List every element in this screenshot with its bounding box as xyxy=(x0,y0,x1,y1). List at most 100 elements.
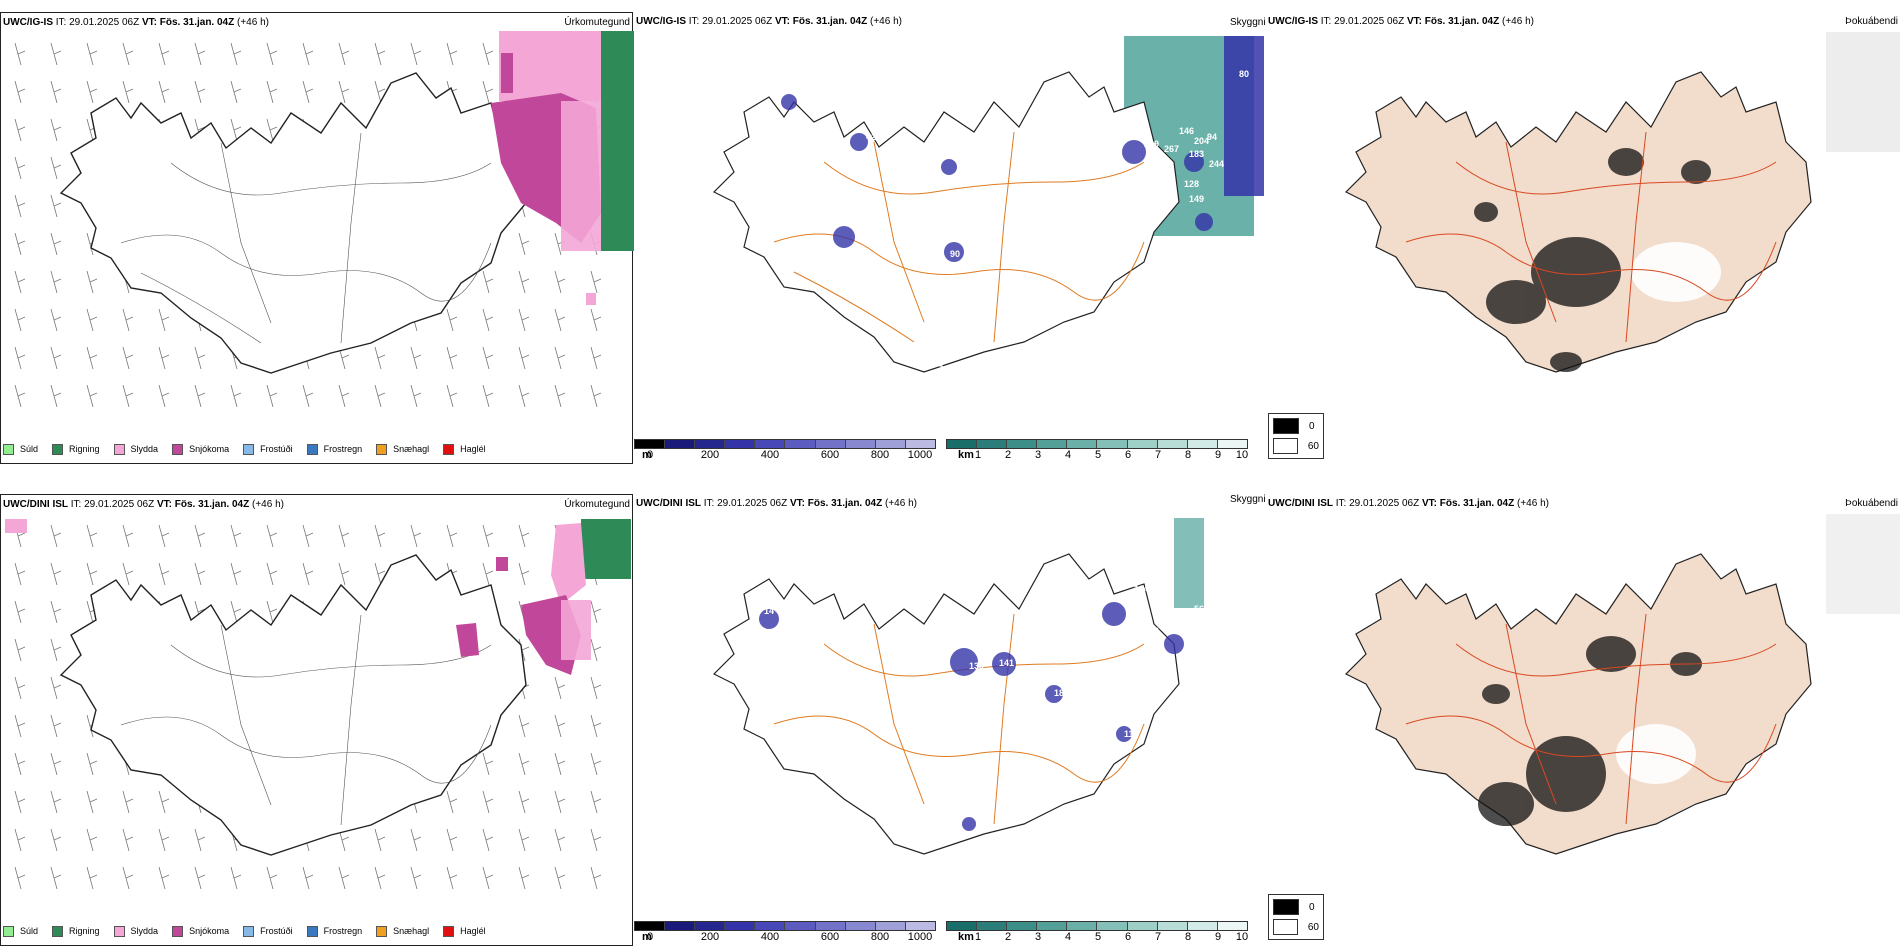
wind-barb xyxy=(302,524,314,548)
swatch xyxy=(3,443,14,455)
wind-barb xyxy=(14,714,26,738)
it-value: 29.01.2025 06Z xyxy=(702,16,773,27)
legend-item-frostudi: Frostúði xyxy=(243,925,293,937)
it-label: IT: xyxy=(688,16,700,27)
legend-item-frostudi: Frostúði xyxy=(243,443,293,455)
wind-barb xyxy=(482,562,494,586)
panel-title: Úrkomutegund xyxy=(564,17,630,28)
fog-index-blobs xyxy=(1474,148,1711,372)
visibility-panel-ig: UWC/IG-IS IT: 29.01.2025 06Z VT: Fös. 31… xyxy=(634,12,1266,464)
wind-barb xyxy=(266,562,278,586)
wind-barb xyxy=(14,80,26,104)
cloud-base-value: 12 xyxy=(784,169,794,179)
cloud-base-blobs xyxy=(781,94,1213,262)
wind-barb xyxy=(158,828,170,852)
road-network xyxy=(120,614,492,826)
cloud-base-value: 42 xyxy=(764,174,774,184)
cloud-base-value: 12 xyxy=(944,266,954,276)
wind-barb xyxy=(338,42,350,66)
wind-barb xyxy=(338,384,350,408)
cloud-base-value: 56 xyxy=(1194,604,1204,614)
wind-barb xyxy=(410,346,422,370)
it-label: IT: xyxy=(1335,498,1347,509)
wind-barb xyxy=(590,676,602,700)
cloud-base-value: 149 xyxy=(1189,194,1204,204)
cloud-base-value: 289 xyxy=(1144,139,1159,149)
vt-label: VT: xyxy=(141,17,157,28)
wind-barb xyxy=(374,42,386,66)
wind-barb xyxy=(302,866,314,890)
wind-barb xyxy=(230,562,242,586)
cloud-base-value: 250 xyxy=(1144,626,1159,636)
it-value: 29.01.2025 06Z xyxy=(717,498,788,509)
wind-barb xyxy=(50,156,62,180)
precip-areas xyxy=(491,31,634,305)
precip-type-legend: Súld Rigning Slydda Snjókoma Frostúði Fr… xyxy=(3,441,500,457)
cloud-base-value: 82 xyxy=(1164,604,1174,614)
swatch xyxy=(172,443,184,455)
visibility-colorbar: km 1 2 3 4 5 6 7 8 9 10 xyxy=(946,921,1248,943)
wind-barb xyxy=(518,828,530,852)
cloud-base-blobs xyxy=(759,602,1184,831)
wind-barb xyxy=(554,752,566,776)
model-name: UWC/DINI ISL xyxy=(1268,498,1333,509)
iceland-outline xyxy=(1344,71,1812,373)
swatch xyxy=(306,925,318,937)
visibility-map: 21 114 250 82 56 26 139 141 183 11 14 118 22 12 8 xyxy=(712,518,1204,855)
wind-barb xyxy=(14,308,26,332)
wind-barb xyxy=(122,42,134,66)
legend-item-sudd: Súld xyxy=(3,925,38,937)
wind-barb xyxy=(338,866,350,890)
wind-barb xyxy=(554,714,566,738)
wind-barb xyxy=(518,524,530,548)
wind-barb xyxy=(482,308,494,332)
panel-title: Skyggni xyxy=(1230,494,1266,505)
wind-barb xyxy=(50,752,62,776)
wind-barb xyxy=(482,828,494,852)
swatch xyxy=(113,443,125,455)
wind-barb xyxy=(518,752,530,776)
panel-title: Úrkomutegund xyxy=(564,499,630,510)
wind-barb xyxy=(482,270,494,294)
wind-barb xyxy=(14,156,26,180)
wind-barb xyxy=(14,676,26,700)
wind-barb xyxy=(446,308,458,332)
wind-barb xyxy=(14,828,26,852)
wind-barb xyxy=(446,790,458,814)
cloud-base-value: 90 xyxy=(950,249,960,259)
wind-barb xyxy=(194,42,206,66)
wind-barb xyxy=(302,42,314,66)
wind-barb xyxy=(266,866,278,890)
legend-item-snjokoma: Snjókoma xyxy=(172,443,229,455)
wind-barb xyxy=(50,384,62,408)
cloud-base-value: 26 xyxy=(1194,626,1204,636)
panel-header: UWC/IG-IS IT: 29.01.2025 06Z VT: Fös. 31… xyxy=(3,17,630,31)
wind-barb xyxy=(518,384,530,408)
cloud-base-bar xyxy=(634,921,936,931)
wind-barb xyxy=(122,790,134,814)
wind-barb xyxy=(410,384,422,408)
visibility-labels: km 1 2 3 4 5 6 7 8 9 10 xyxy=(958,449,1249,461)
wind-barb xyxy=(482,80,494,104)
wind-barb xyxy=(194,384,206,408)
wind-barb xyxy=(410,828,422,852)
wind-barb xyxy=(590,384,602,408)
wind-barb xyxy=(86,828,98,852)
cloud-base-value: 146 xyxy=(1179,126,1194,136)
wind-barb xyxy=(266,524,278,548)
it-value: 29.01.2025 06Z xyxy=(1349,498,1420,509)
wind-barb xyxy=(374,828,386,852)
wind-barb xyxy=(50,232,62,256)
road-network xyxy=(773,613,1145,825)
lead-time: (+46 h) xyxy=(870,16,902,27)
cloud-base-value: 139 xyxy=(969,661,984,671)
swatch xyxy=(243,443,255,455)
it-value: 29.01.2025 06Z xyxy=(69,17,140,28)
panel-title: Þokuábendi xyxy=(1845,16,1898,27)
precip-type-legend: Súld Rigning Slydda Snjókoma Frostúði Fr… xyxy=(3,923,500,939)
precip-map xyxy=(5,519,631,890)
cloud-base-value: 80 xyxy=(1239,69,1249,79)
wind-barb xyxy=(122,562,134,586)
cloud-base-value: 181 xyxy=(1131,122,1146,132)
wind-barb xyxy=(194,524,206,548)
